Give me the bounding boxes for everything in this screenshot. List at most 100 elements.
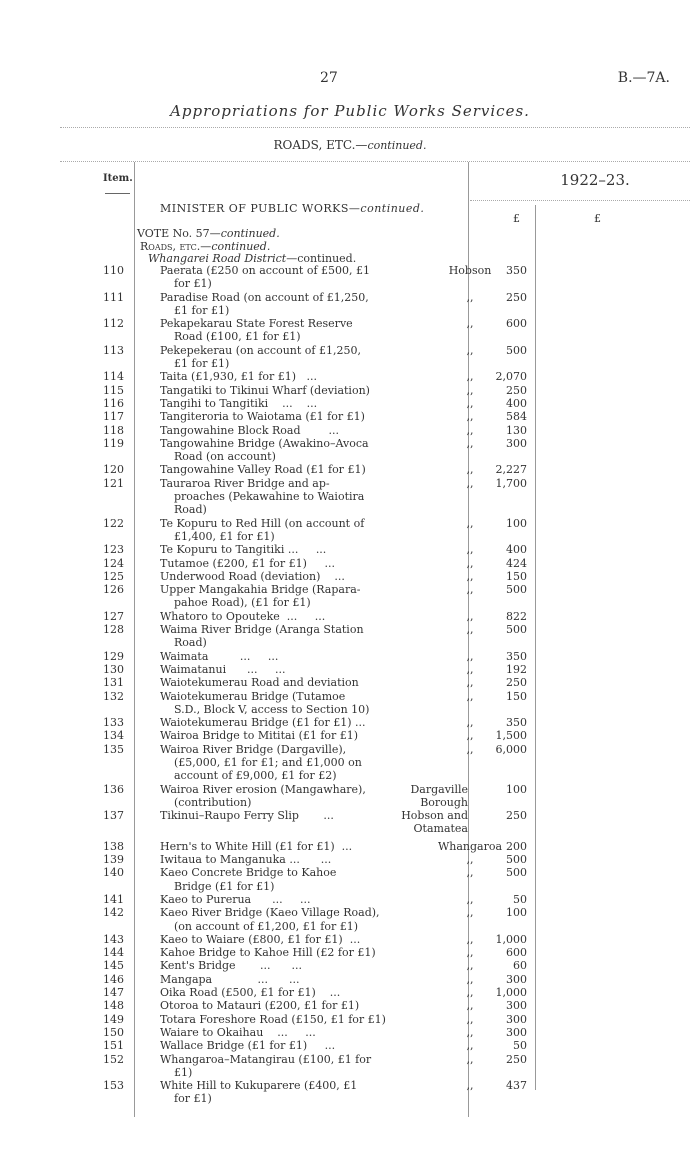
item-description: Kaeo to Purerua ... ... (160, 893, 430, 906)
table-row: 115 Tangatiki to Tikinui Wharf (deviation… (0, 384, 700, 397)
description-line: Road (£100, £1 for £1) (174, 330, 301, 344)
item-description: Waiotekumerau Bridge (Tutamoe S.D., Block… (160, 690, 430, 717)
item-number: 119 (103, 436, 124, 450)
electoral-district: Dargaville Borough (410, 782, 468, 809)
amount: 50 (513, 892, 527, 906)
amount: 300 (506, 436, 527, 450)
table-row: 149 Totara Foreshore Road (£150, £1 for £… (0, 1013, 700, 1026)
column-rule (134, 162, 135, 1117)
roads-continued: continued. (211, 240, 271, 253)
item-description: Mangapa ... ... (160, 973, 430, 986)
item-number: 132 (103, 689, 124, 703)
electoral-district: ,, (466, 866, 474, 880)
vote-continued: continued. (220, 227, 280, 240)
table-row: 117 Tangiteroria to Waiotama (£1 for £1),… (0, 410, 700, 423)
amount: 250 (506, 383, 527, 397)
item-number: 134 (103, 729, 124, 743)
currency-symbol: £ (513, 212, 520, 225)
table-row: 112 Pekapekarau State Forest Reserve Road … (0, 317, 700, 344)
description-line: Tangowahine Block Road ... (160, 423, 339, 437)
table-row: 113 Pekepekerau (on account of £1,250, £1 … (0, 344, 700, 371)
table-row: 144 Kahoe Bridge to Kahoe Hill (£2 for £1… (0, 946, 700, 959)
electoral-district: Hobson and Otamatea (401, 809, 468, 836)
currency-symbol: £ (594, 212, 601, 225)
description-line: Tangowahine Valley Road (£1 for £1) (160, 463, 366, 477)
item-description: Wairoa River Bridge (Dargaville), (£5,000… (160, 743, 430, 783)
electoral-district: ,, (466, 410, 474, 424)
description-line: Kaeo Concrete Bridge to Kahoe (160, 866, 337, 880)
table-row: 129 Waimata ... ...,, 350 (0, 650, 700, 663)
electoral-district: ,, (466, 689, 474, 703)
electoral-district: ,, (466, 463, 474, 477)
table-row: 132 Waiotekumerau Bridge (Tutamoe S.D., Bl… (0, 690, 700, 717)
table-row: 147 Oika Road (£500, £1 for £1) ...,, 1,00… (0, 986, 700, 999)
electoral-district: ,, (466, 972, 474, 986)
item-number: 114 (103, 370, 124, 384)
amount: 300 (506, 999, 527, 1013)
electoral-district: ,, (466, 436, 474, 450)
roads-title: Roads, etc.— (140, 240, 212, 253)
item-description: Tikinui–Raupo Ferry Slip ... (160, 809, 430, 822)
item-description: Whatoro to Opouteke ... ... (160, 610, 430, 623)
table-row: 145 Kent's Bridge ... ...,, 60 (0, 959, 700, 972)
item-number: 130 (103, 662, 124, 676)
section-heading: ROADS, ETC.—continued. (0, 138, 700, 152)
amount: 192 (506, 662, 527, 676)
electoral-district: ,, (466, 623, 474, 637)
item-description: Tangowahine Block Road ... (160, 424, 430, 437)
table-row: 140 Kaeo Concrete Bridge to Kahoe Bridge (… (0, 866, 700, 893)
vote-heading: VOTE No. 57—continued. (137, 227, 280, 240)
description-line: Totara Foreshore Road (£150, £1 for £1) (160, 1012, 386, 1026)
amount: 822 (506, 609, 527, 623)
description-line: £1) (174, 1065, 193, 1079)
description-line: Kaeo River Bridge (Kaeo Village Road), (160, 906, 380, 920)
item-description: Kaeo River Bridge (Kaeo Village Road), (o… (160, 906, 430, 933)
item-description: Otoroa to Matauri (£200, £1 for £1) (160, 999, 430, 1012)
item-description: Tangihi to Tangitiki ... ... (160, 397, 430, 410)
page-title: Appropriations for Public Works Services… (170, 102, 530, 120)
item-description: Kahoe Bridge to Kahoe Hill (£2 for £1) (160, 946, 430, 959)
item-description: Waiotekumerau Bridge (£1 for £1) ... (160, 716, 430, 729)
electoral-district: ,, (466, 383, 474, 397)
description-line: Mangapa ... ... (160, 972, 300, 986)
amount: 250 (506, 290, 527, 304)
electoral-district: ,, (466, 370, 474, 384)
electoral-district: Whangaroa (437, 839, 503, 853)
description-line: Tutamoe (£200, £1 for £1) ... (160, 556, 335, 570)
item-number: 111 (103, 290, 124, 304)
electoral-district: ,, (466, 742, 474, 756)
item-description: Totara Foreshore Road (£150, £1 for £1) (160, 1013, 430, 1026)
ministry-heading: MINISTER OF PUBLIC WORKS—continued. (160, 202, 424, 215)
electoral-district: ,, (466, 676, 474, 690)
table-row: 125 Underwood Road (deviation) ...,, 150 (0, 570, 700, 583)
description-line: Wallace Bridge (£1 for £1) ... (160, 1039, 336, 1053)
item-number: 112 (103, 317, 124, 331)
description-line: £1 for £1) (174, 357, 230, 371)
item-description: Te Kopuru to Tangitiki ... ... (160, 543, 430, 556)
amount: 1,000 (495, 932, 528, 946)
item-number: 131 (103, 676, 124, 690)
electoral-district: ,, (466, 853, 474, 867)
description-line: for £1) (174, 1092, 212, 1106)
amount: 400 (506, 396, 527, 410)
electoral-district: ,, (466, 932, 474, 946)
item-number: 136 (103, 782, 124, 796)
item-number: 128 (103, 623, 124, 637)
amount: 500 (506, 866, 527, 880)
electoral-district: ,, (466, 423, 474, 437)
description-line: Waima River Bridge (Aranga Station (160, 623, 364, 637)
electoral-district: ,, (466, 986, 474, 1000)
electoral-district: Hobson (448, 264, 492, 277)
amount: 2,227 (495, 463, 528, 477)
section-title: ROADS, ETC.— (273, 138, 368, 152)
description-line: pahoe Road), (£1 for £1) (174, 596, 311, 610)
item-description: White Hill to Kukuparere (£400, £1 for £1… (160, 1079, 430, 1106)
amount: 600 (506, 317, 527, 331)
item-description: Kaeo Concrete Bridge to Kahoe Bridge (£1 … (160, 866, 430, 893)
description-line: Kent's Bridge ... ... (160, 959, 302, 973)
column-rule (535, 205, 536, 1090)
description-line: Road) (174, 636, 207, 650)
description-line: Whangaroa–Matangirau (£100, £1 for (160, 1052, 372, 1066)
description-line: Waimata ... ... (160, 649, 279, 663)
amount: 350 (506, 264, 527, 277)
